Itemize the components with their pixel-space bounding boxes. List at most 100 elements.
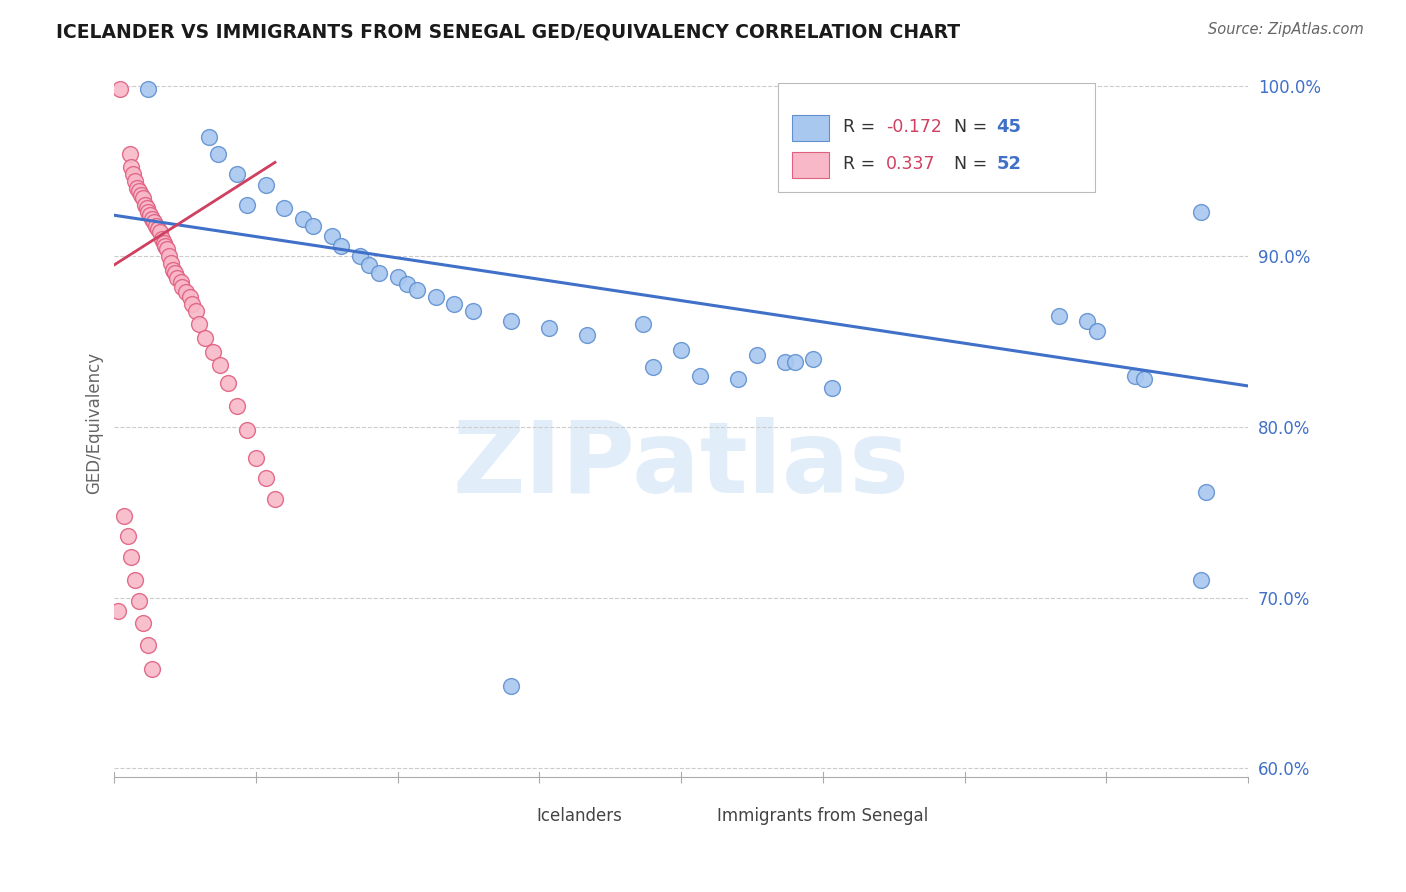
Point [773, 355, 796, 369]
Point [217, 376, 239, 390]
Point [194, 331, 217, 345]
Point [915, 150, 938, 164]
Point [132, 191, 155, 205]
Point [184, 303, 207, 318]
Point [405, 284, 427, 298]
Text: ICELANDER VS IMMIGRANTS FROM SENEGAL GED/EQUIVALENCY CORRELATION CHART: ICELANDER VS IMMIGRANTS FROM SENEGAL GED… [56, 22, 960, 41]
Point [120, 161, 142, 175]
Point [1189, 205, 1212, 219]
Point [188, 318, 211, 332]
Point [821, 381, 844, 395]
Point [387, 269, 409, 284]
Point [367, 266, 389, 280]
Point [132, 616, 155, 631]
Point [575, 327, 598, 342]
Point [633, 318, 655, 332]
Point [501, 679, 523, 693]
Point [689, 368, 711, 383]
Point [163, 266, 186, 280]
Text: 0.337: 0.337 [886, 155, 936, 173]
Point [226, 400, 249, 414]
Point [443, 297, 465, 311]
Point [264, 491, 287, 506]
Point [155, 239, 177, 253]
Point [201, 344, 224, 359]
Point [128, 185, 150, 199]
Point [150, 232, 173, 246]
Point [138, 82, 160, 96]
Point [198, 129, 221, 144]
Text: N =: N = [955, 119, 993, 136]
Point [138, 205, 160, 219]
Point [207, 146, 229, 161]
Point [107, 604, 129, 618]
Point [254, 178, 277, 192]
Point [112, 508, 135, 523]
FancyBboxPatch shape [498, 802, 530, 830]
Point [273, 202, 295, 216]
Point [425, 290, 447, 304]
Point [139, 208, 162, 222]
Point [149, 225, 172, 239]
FancyBboxPatch shape [778, 83, 1095, 193]
Text: R =: R = [844, 155, 882, 173]
Point [669, 343, 692, 357]
Point [537, 321, 560, 335]
Point [292, 211, 315, 226]
Point [783, 355, 806, 369]
Y-axis label: GED/Equivalency: GED/Equivalency [86, 351, 103, 493]
Text: ZIPatlas: ZIPatlas [453, 417, 910, 514]
Point [301, 219, 323, 233]
Point [122, 167, 145, 181]
Point [162, 263, 184, 277]
Point [641, 360, 664, 375]
Text: Source: ZipAtlas.com: Source: ZipAtlas.com [1208, 22, 1364, 37]
Point [1047, 309, 1070, 323]
Point [152, 235, 174, 250]
Point [254, 471, 277, 485]
Point [157, 249, 180, 263]
Point [141, 211, 163, 226]
Text: N =: N = [955, 155, 993, 173]
Point [349, 249, 371, 263]
Point [135, 202, 157, 216]
Point [321, 228, 343, 243]
FancyBboxPatch shape [793, 152, 828, 178]
Point [146, 222, 169, 236]
Point [120, 549, 142, 564]
Point [330, 239, 353, 253]
Point [245, 450, 267, 465]
Point [156, 243, 179, 257]
FancyBboxPatch shape [793, 115, 828, 142]
Point [129, 187, 152, 202]
Point [134, 198, 156, 212]
Point [138, 638, 160, 652]
Point [1189, 574, 1212, 588]
Point [117, 529, 139, 543]
Point [143, 215, 166, 229]
Point [174, 285, 197, 299]
Text: 52: 52 [997, 155, 1021, 173]
Point [166, 271, 188, 285]
Point [991, 161, 1014, 175]
Point [169, 275, 191, 289]
Point [1123, 368, 1146, 383]
Point [727, 372, 749, 386]
Text: Icelanders: Icelanders [536, 806, 621, 824]
Point [179, 290, 201, 304]
Point [803, 351, 825, 366]
Point [145, 219, 167, 233]
Text: 45: 45 [997, 119, 1021, 136]
Point [160, 256, 183, 270]
Point [745, 348, 768, 362]
FancyBboxPatch shape [679, 802, 711, 830]
Point [396, 277, 419, 291]
Point [118, 146, 141, 161]
Point [1195, 484, 1218, 499]
Point [1133, 372, 1156, 386]
Point [501, 314, 523, 328]
Point [124, 574, 146, 588]
Point [172, 280, 194, 294]
Point [209, 359, 232, 373]
Point [1076, 314, 1098, 328]
